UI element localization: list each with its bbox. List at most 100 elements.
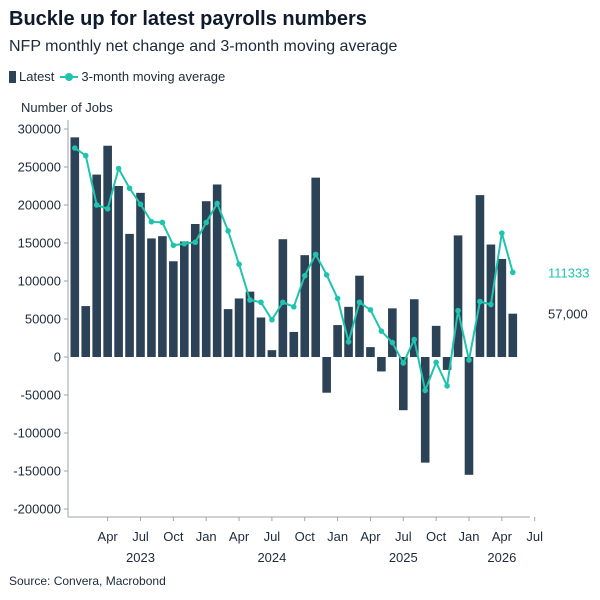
bar: [366, 347, 375, 357]
x-tick-label: Jul: [526, 529, 543, 544]
moving-average-point: [488, 301, 494, 308]
bar: [125, 233, 134, 357]
bar: [442, 357, 452, 370]
moving-average-point: [115, 165, 122, 172]
x-tick-label: Jul: [132, 529, 149, 544]
x-tick-label: Apr: [360, 529, 381, 544]
legend-item-latest: Latest: [9, 69, 54, 84]
moving-average-point: [477, 298, 483, 305]
legend-label-moving-average: 3-month moving average: [81, 69, 226, 84]
bar: [169, 261, 178, 357]
moving-average-point: [312, 251, 319, 258]
moving-average-point: [181, 240, 188, 247]
legend-label-latest: Latest: [19, 69, 55, 84]
bar: [409, 299, 419, 357]
x-year-label: 2024: [257, 550, 286, 565]
x-tick-label: Jul: [395, 529, 412, 544]
legend-bar-swatch: [9, 70, 16, 83]
y-axis: -200000 -150000 -100000 -50000 0 50000 100000 1…: [13, 120, 69, 517]
chart-title: Buckle up for latest payrolls numbers: [9, 8, 367, 30]
y-tick-label: 150000: [18, 236, 61, 251]
moving-average-point: [444, 383, 450, 389]
bar: [147, 238, 156, 357]
x-tick-label: Oct: [163, 529, 184, 544]
bar: [508, 313, 518, 357]
bar: [256, 317, 266, 357]
x-tick-label: Jul: [264, 529, 281, 544]
x-tick-label: Jan: [196, 529, 217, 544]
x-tick-label: Oct: [295, 529, 316, 544]
bar: [92, 174, 101, 357]
moving-average-point: [269, 316, 275, 323]
bar: [377, 357, 386, 372]
y-tick-label: -100000: [13, 426, 61, 441]
x-tick-label: Apr: [492, 529, 513, 544]
x-tick-label: Jan: [459, 529, 480, 544]
bar: [81, 306, 91, 357]
moving-average-point: [378, 328, 385, 334]
bar: [158, 236, 167, 357]
bar: [114, 186, 123, 357]
bar: [388, 308, 397, 357]
source-note: Source: Convera, Macrobond: [9, 574, 166, 588]
moving-average-point: [367, 307, 374, 313]
y-axis-label: Number of Jobs: [21, 100, 113, 115]
bar: [234, 298, 244, 357]
moving-average-point: [170, 242, 177, 249]
latest-end-label: 57,000: [548, 307, 588, 322]
bar: [322, 357, 331, 393]
moving-average-point: [203, 219, 209, 226]
bar: [311, 177, 320, 357]
moving-average-point: [72, 145, 78, 151]
moving-average-point: [389, 339, 396, 346]
bar: [180, 241, 189, 357]
moving-average-point: [510, 269, 516, 276]
moving-average-point: [455, 307, 461, 314]
bar: [300, 255, 310, 357]
moving-average-point: [126, 185, 133, 192]
moving-average-point: [323, 272, 330, 278]
moving-average-point: [192, 239, 199, 246]
bar-series-latest: [70, 137, 518, 475]
bar: [70, 137, 80, 357]
x-tick-label: Oct: [426, 529, 447, 544]
bar: [190, 224, 200, 357]
bar: [333, 325, 342, 357]
y-tick-label: 100000: [18, 274, 61, 289]
moving-average-point: [400, 360, 407, 366]
moving-average-point: [159, 219, 166, 226]
bar: [278, 239, 288, 357]
bar: [223, 309, 233, 357]
end-annotations: 111333 57,000: [548, 265, 589, 321]
y-tick-label: 0: [54, 350, 61, 365]
y-tick-label: 250000: [18, 160, 61, 175]
bar: [267, 350, 277, 357]
moving-average-point: [301, 272, 308, 279]
moving-average-point: [148, 218, 155, 225]
bar: [497, 258, 507, 357]
bar: [399, 357, 408, 411]
moving-average-point: [258, 299, 264, 306]
legend-item-moving-average: 3-month moving average: [60, 69, 225, 84]
moving-average-point: [499, 230, 505, 236]
bar: [201, 201, 211, 357]
moving-average-point: [137, 201, 144, 208]
bar: [103, 145, 112, 357]
bar: [289, 331, 299, 357]
moving-average-point: [280, 299, 286, 306]
y-tick-label: 200000: [18, 198, 61, 213]
moving-average-point: [247, 297, 253, 303]
moving-average-point: [422, 387, 429, 394]
moving-average-point: [466, 357, 472, 363]
bar: [453, 235, 463, 357]
bar: [464, 357, 474, 475]
bar: [344, 306, 353, 357]
bar: [212, 184, 222, 357]
moving-average-point: [411, 336, 418, 343]
moving-average-end-label: 111333: [548, 265, 589, 280]
legend-line-swatch: [60, 71, 79, 83]
bar: [136, 192, 145, 357]
moving-average-point: [82, 152, 89, 159]
x-tick-label: Apr: [229, 529, 250, 544]
